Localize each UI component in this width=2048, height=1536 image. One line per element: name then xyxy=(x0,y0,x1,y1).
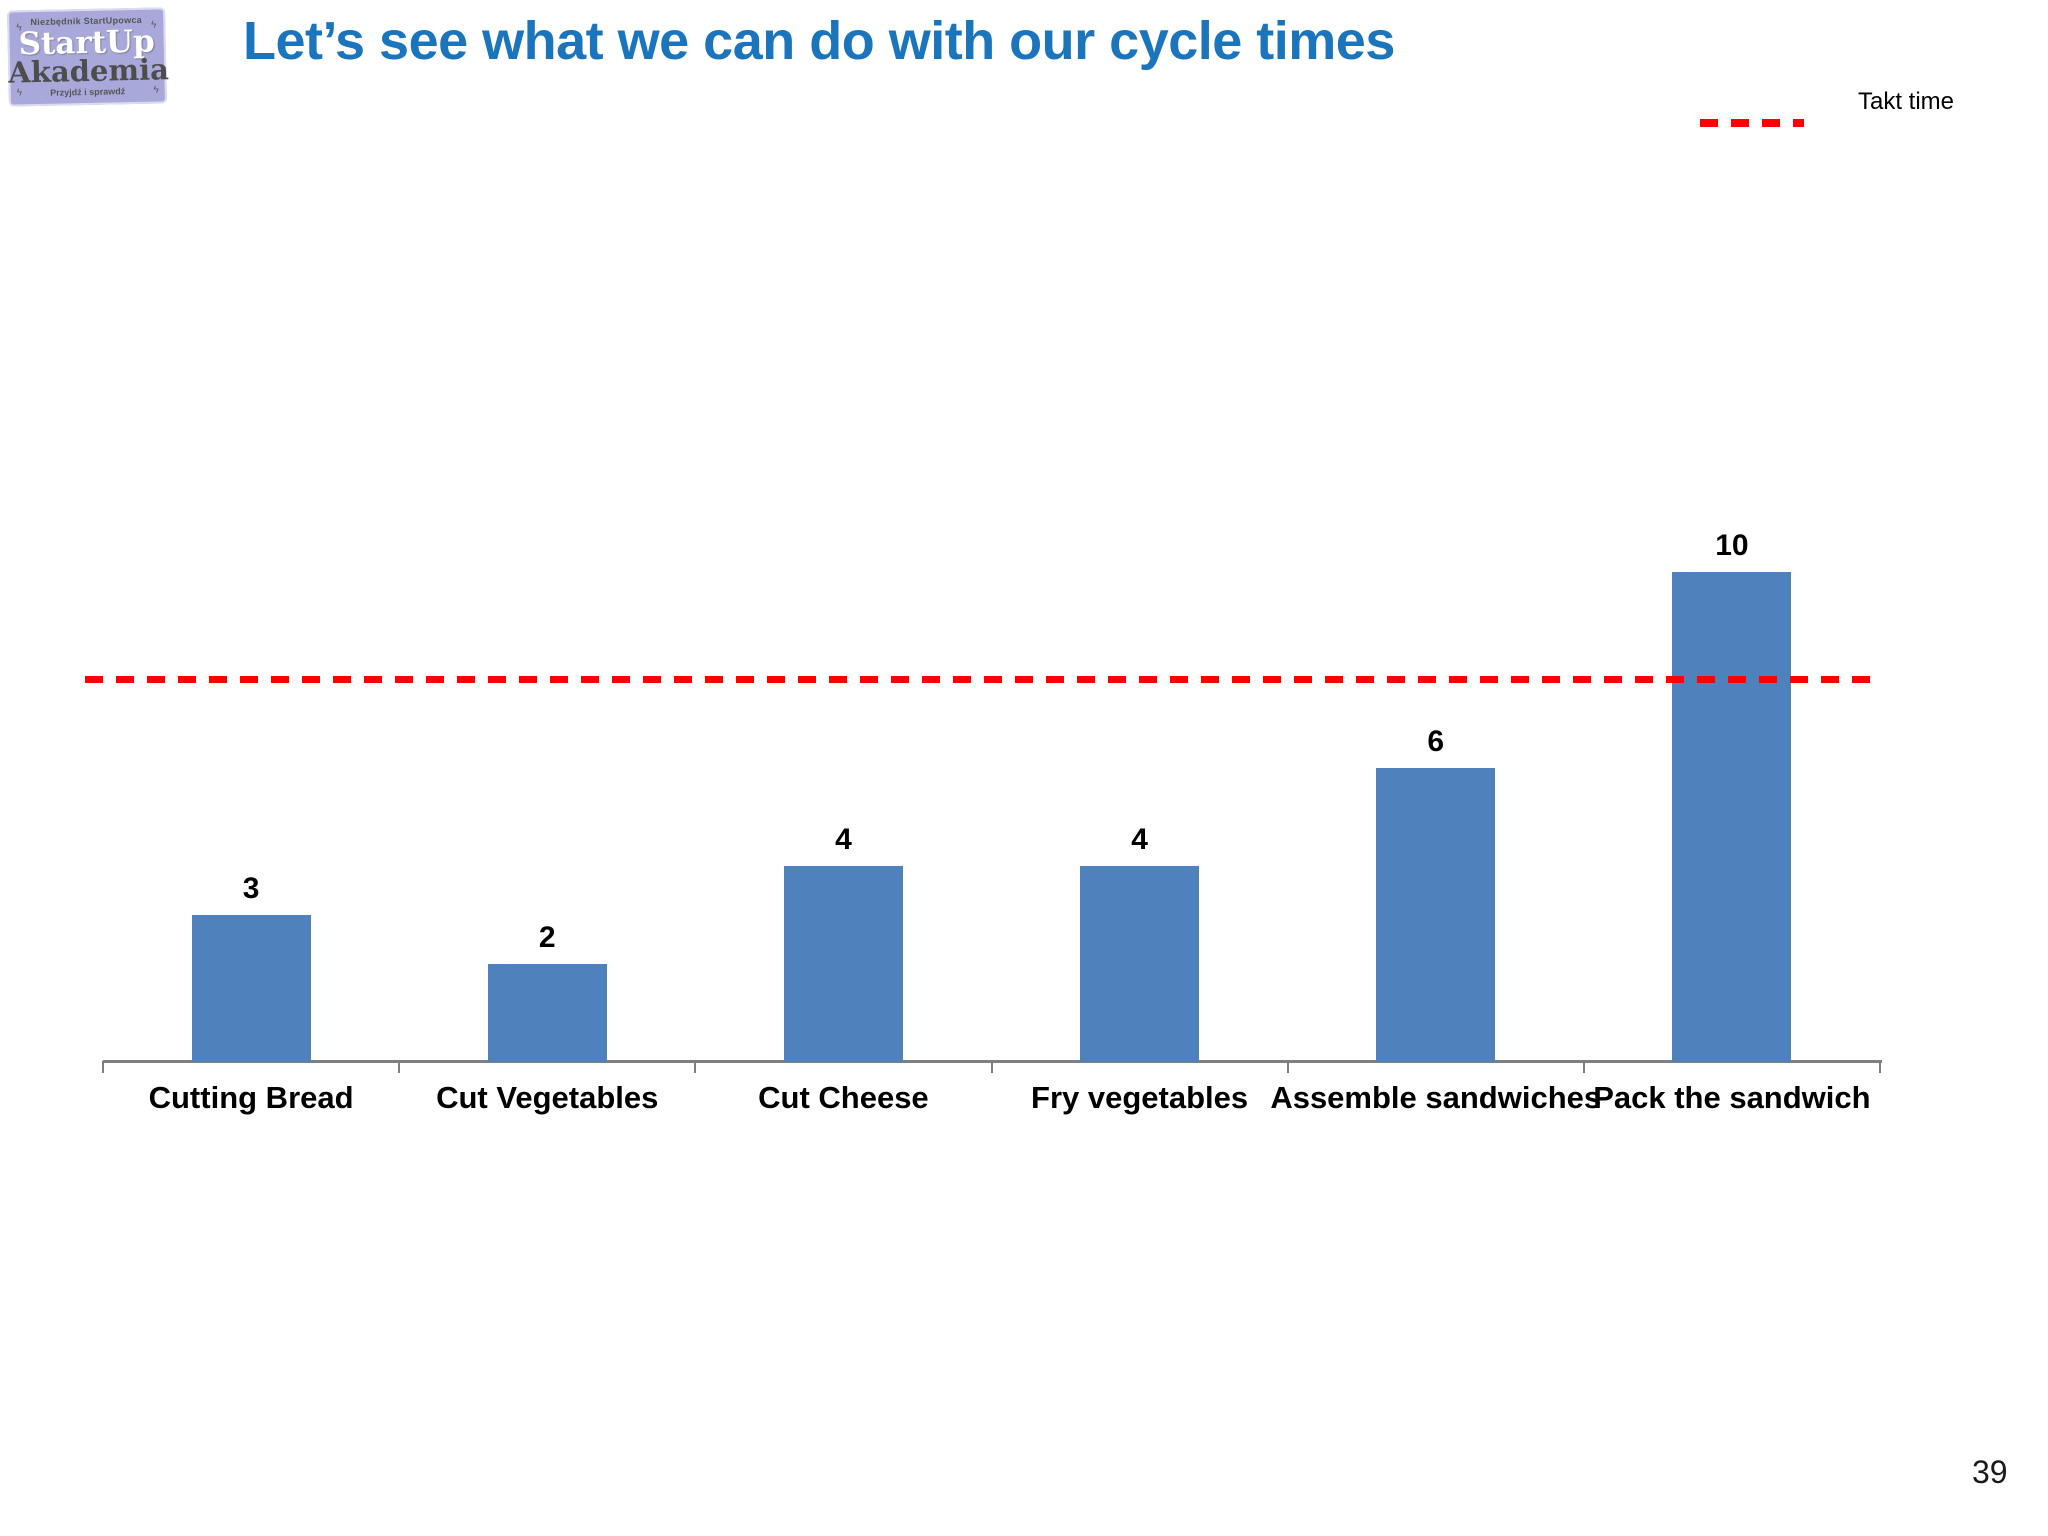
bar-pack-the-sandwich xyxy=(1672,572,1792,1062)
bar-cut-vegetables xyxy=(487,964,607,1062)
bar-cutting-bread xyxy=(191,915,311,1062)
bar-value-label: 10 xyxy=(1715,529,1749,562)
x-axis-tick xyxy=(694,1061,697,1073)
bar-value-label: 6 xyxy=(1427,725,1445,758)
x-axis-tick xyxy=(102,1061,104,1073)
category-label: Fry vegetables xyxy=(1031,1080,1249,1115)
bar-value-label: 3 xyxy=(242,872,260,905)
bar-cut-cheese xyxy=(783,866,903,1062)
x-axis-tick xyxy=(1879,1061,1881,1073)
category-label: Cutting Bread xyxy=(148,1080,354,1115)
bar-fry-vegetables xyxy=(1080,866,1200,1062)
page-title: Let’s see what we can do with our cycle … xyxy=(243,11,1395,71)
x-axis-tick xyxy=(990,1061,993,1073)
bar-value-label: 2 xyxy=(538,921,556,954)
takt-time-legend-label: Takt time xyxy=(1858,88,1955,115)
bar-value-label: 4 xyxy=(835,823,852,856)
takt-time-line xyxy=(85,676,1880,683)
x-axis-tick xyxy=(398,1061,401,1073)
bar-value-label: 4 xyxy=(1131,823,1148,856)
x-axis-tick xyxy=(1582,1061,1585,1073)
category-label: Pack the sandwich xyxy=(1593,1080,1871,1115)
bar-assemble-sandwiches xyxy=(1376,768,1496,1062)
page-number: 39 xyxy=(1972,1454,2008,1490)
category-label: Cut Vegetables xyxy=(436,1080,659,1115)
category-label: Cut Cheese xyxy=(758,1080,929,1115)
x-axis-line xyxy=(103,1060,1882,1063)
x-axis-tick xyxy=(1286,1061,1289,1073)
category-label: Assemble sandwiches xyxy=(1270,1080,1602,1115)
takt-time-legend-line-icon xyxy=(1700,119,1804,127)
